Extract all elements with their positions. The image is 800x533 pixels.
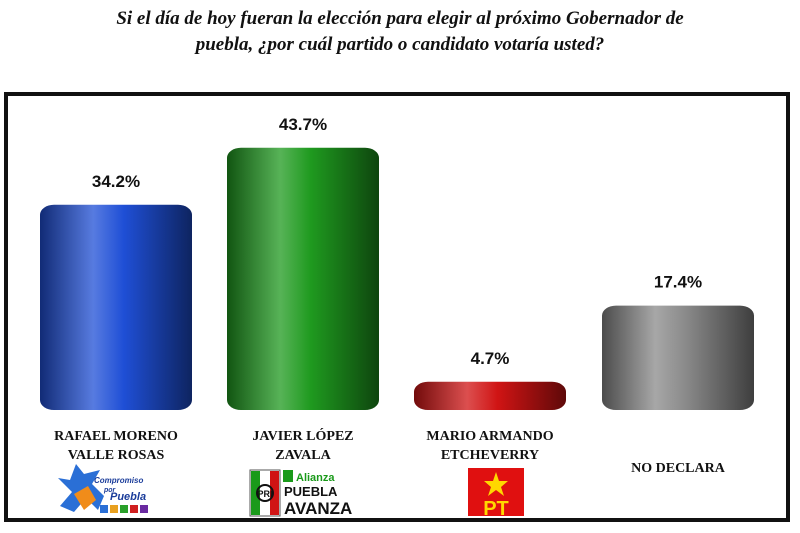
value-label-2: 4.7% [471,349,510,368]
bar-1 [227,147,379,411]
title-line-2: puebla, ¿por cuál partido o candidato vo… [195,34,605,55]
title-line-1: Si el día de hoy fueran la elección para… [116,8,684,29]
category-label-1-0: JAVIER LÓPEZ [252,427,353,444]
puebla-text: Puebla [110,491,146,503]
alianza-puebla-avanza-logo: PRI Alianza PUEBLA AVANZA [249,469,352,518]
chart-title: Si el día de hoy fueran la elección para… [0,6,800,58]
bar-0 [40,204,192,410]
category-label-3-0: NO DECLARA [631,461,726,476]
por-text: por [103,487,117,494]
pt-logo: PT [468,468,524,520]
compromiso-por-puebla-logo: Compromiso por Puebla [58,464,148,513]
category-label-0-1: VALLE ROSAS [68,448,165,463]
bar-2 [414,381,566,410]
category-label-2-0: MARIO ARMANDO [426,429,553,444]
category-label-0-0: RAFAEL MORENO [54,429,178,444]
category-label-1-1: ZAVALA [275,448,331,463]
puebla-avanza-line1: PUEBLA [284,484,338,499]
value-label-1: 43.7% [279,115,327,134]
value-label-3: 17.4% [654,273,702,292]
alianza-text: Alianza [296,472,335,484]
bar-3 [602,305,754,410]
pt-text: PT [483,498,509,520]
pri-text: PRI [257,489,272,499]
category-label-2-1: ETCHEVERRY [441,448,539,463]
value-label-0: 34.2% [92,172,140,191]
puebla-avanza-line2: AVANZA [284,499,352,518]
compromiso-text: Compromiso [94,476,143,485]
